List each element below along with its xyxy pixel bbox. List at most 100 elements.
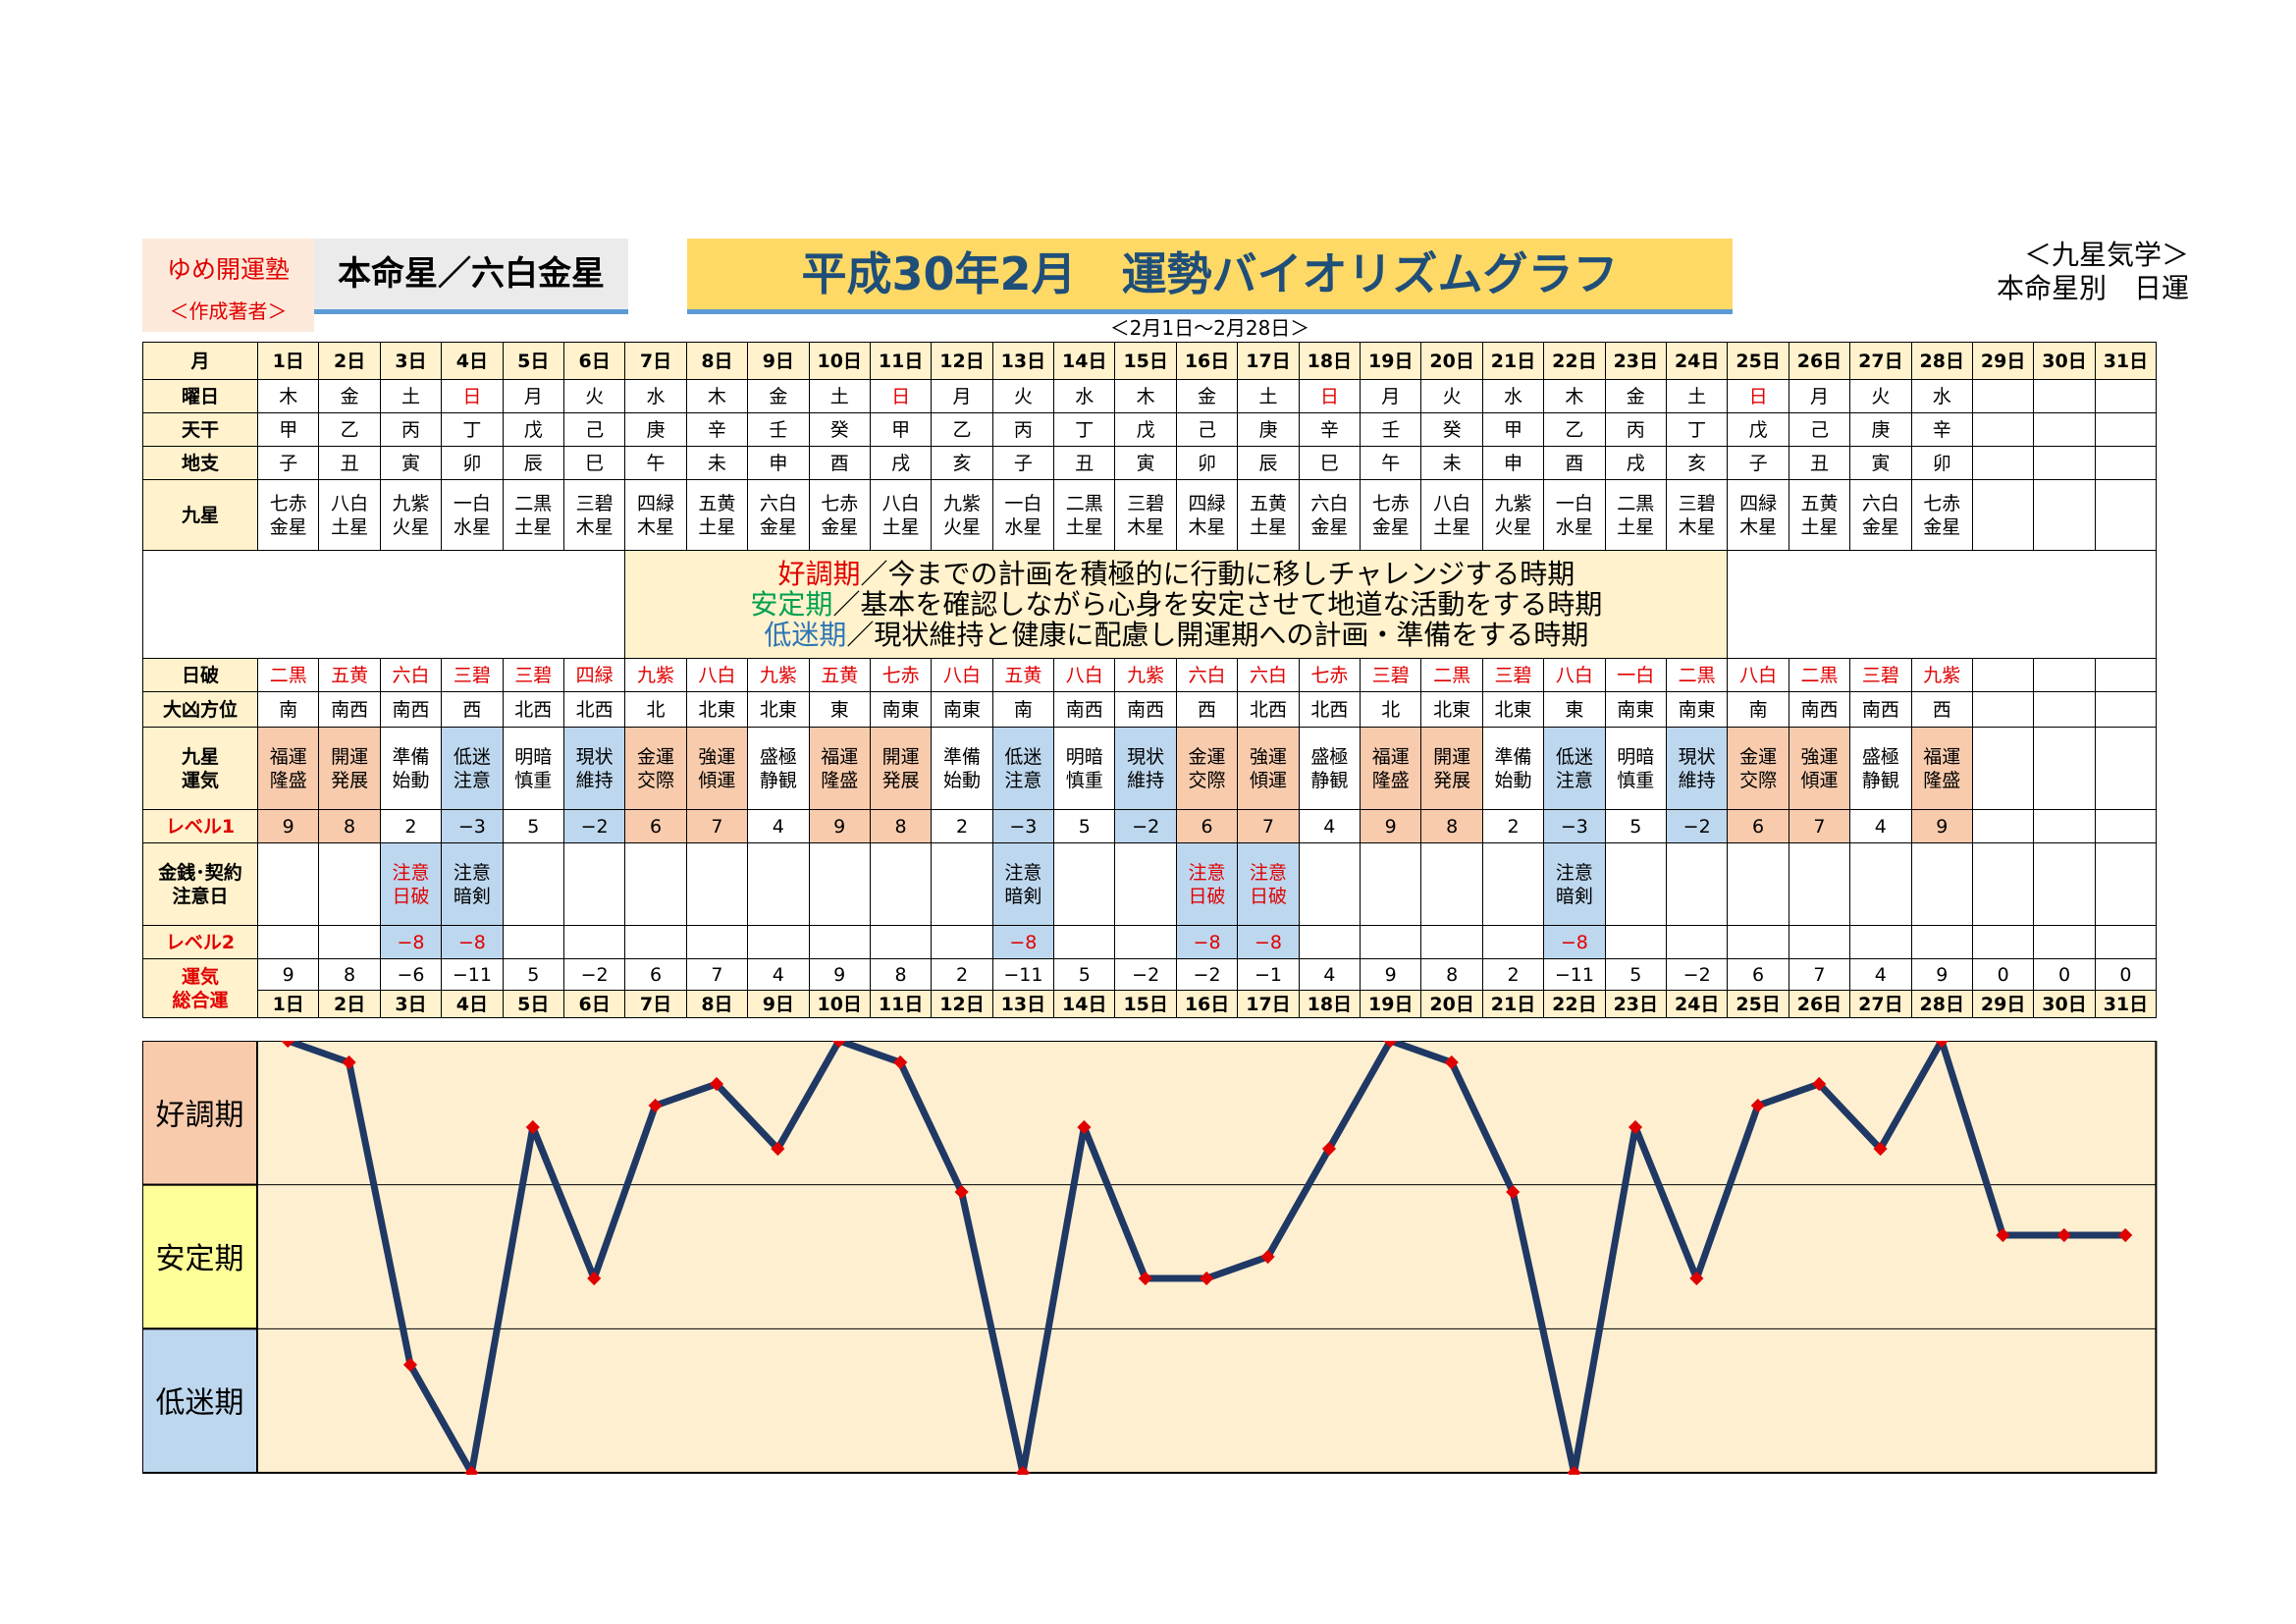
level2-cell [256,925,320,959]
month-cell: 17日 [1237,342,1300,380]
kinsen-cell [502,842,564,926]
level1-cell: 4 [1298,809,1362,843]
kyusei-cell: 二黒 土星 [502,479,564,551]
chishi-cell: 午 [1360,446,1422,480]
nippa-cell: 八白 [1543,658,1606,692]
data-point [648,1098,663,1113]
kyusei-cell: 三碧 木星 [1665,479,1729,551]
level2-cell [562,925,626,959]
daikyo-cell [2033,691,2096,728]
unki-cell: 金運 交際 [1727,727,1789,810]
sogo-cell: −11 [991,958,1055,991]
daikyo-cell [1971,691,2035,728]
weekday-cell: 日 [1727,379,1789,413]
sogo-cell: 5 [502,958,564,991]
sogo-cell: 15日 [1114,990,1177,1018]
unki-cell: 低迷 注意 [1543,727,1606,810]
nippa-cell: 八白 [931,658,993,692]
tenkan-cell: 壬 [1360,412,1422,447]
weekday-cell: 木 [256,379,320,413]
level1-cell: 5 [1053,809,1116,843]
data-point [771,1141,785,1157]
sogo-cell: −6 [379,958,443,991]
nippa-cell [1971,658,2035,692]
data-point [587,1271,602,1286]
chishi-cell: 寅 [1114,446,1177,480]
nippa-cell: 七赤 [869,658,933,692]
weekday-cell: 土 [379,379,443,413]
honmei-label: 本命星／六白金星 [314,239,628,314]
daikyo-cell: 北 [1360,691,1422,728]
sogo-cell: 31日 [2094,990,2158,1018]
weekday-cell [2033,379,2096,413]
sogo-cell: 2日 [318,990,381,1018]
data-point [1996,1227,2010,1243]
sogo-cell: −11 [441,958,504,991]
band-label: 好調期 [156,1098,244,1132]
kyusei-cell: 九紫 火星 [379,479,443,551]
weekday-cell: 日 [441,379,504,413]
sogo-cell: 23日 [1604,990,1667,1018]
weekday-cell: 金 [318,379,381,413]
sogo-cell: 10日 [808,990,871,1018]
daikyo-cell: 南西 [318,691,381,728]
sogo-cell: 14日 [1053,990,1116,1018]
weekday-cell: 月 [1788,379,1851,413]
month-cell: 10日 [808,342,871,380]
daikyo-cell: 北西 [562,691,626,728]
chishi-cell: 酉 [1543,446,1606,480]
level1-cell: 8 [318,809,381,843]
sogo-cell: 7日 [624,990,687,1018]
unki-cell: 福運 隆盛 [1360,727,1422,810]
unki-cell: 金運 交際 [1175,727,1239,810]
nippa-cell: 五黄 [318,658,381,692]
tenkan-cell: 甲 [256,412,320,447]
chishi-cell: 巳 [562,446,626,480]
nippa-cell: 三碧 [1360,658,1422,692]
kyusei-cell: 二黒 土星 [1053,479,1116,551]
kinsen-cell [256,842,320,926]
tenkan-cell: 甲 [869,412,933,447]
weekday-cell: 木 [1114,379,1177,413]
daikyo-cell: 東 [808,691,871,728]
month-cell: 31日 [2094,342,2158,380]
data-point [464,1465,479,1475]
data-point [1077,1119,1092,1135]
unki-cell: 明暗 慎重 [502,727,564,810]
tenkan-cell [2033,412,2096,447]
kyusei-cell: 六白 金星 [747,479,810,551]
nippa-cell: 九紫 [1910,658,1973,692]
level2-cell [1053,925,1116,959]
kyusei-cell: 八白 土星 [318,479,381,551]
unki-cell: 強運 傾運 [1237,727,1300,810]
tenkan-cell: 戊 [1727,412,1789,447]
daikyo-cell: 南東 [931,691,993,728]
kinsen-cell [1849,842,1912,926]
daikyo-cell: 南西 [379,691,443,728]
data-point [1444,1055,1459,1070]
level2-cell: −8 [441,925,504,959]
unki-cell [2033,727,2096,810]
daikyo-cell: 北東 [685,691,749,728]
chishi-cell: 卯 [1175,446,1239,480]
chishi-cell: 申 [747,446,810,480]
sogo-cell: 7 [685,958,749,991]
kinsen-cell [1604,842,1667,926]
level2-cell [1114,925,1177,959]
kinsen-cell [1481,842,1545,926]
sogo-cell: 7 [1788,958,1851,991]
kinsen-cell: 注意 暗剣 [1543,842,1606,926]
legend-text: ／現状維持と健康に配慮し開運期への計画・準備をする時期 [846,619,1589,651]
page-title: 平成30年2月 運勢バイオリズムグラフ [687,239,1733,314]
level1-cell: 8 [869,809,933,843]
level2-cell [2094,925,2158,959]
kyusei-cell: 一白 水星 [1543,479,1606,551]
band-label-box [142,1041,258,1186]
sogo-cell: 21日 [1481,990,1545,1018]
legend-key: 低迷期 [764,619,847,651]
tenkan-cell [1971,412,2035,447]
month-cell: 6日 [562,342,626,380]
brand-name: ゆめ開運塾 [166,255,290,284]
weekday-cell: 水 [1053,379,1116,413]
tenkan-cell: 癸 [1420,412,1483,447]
